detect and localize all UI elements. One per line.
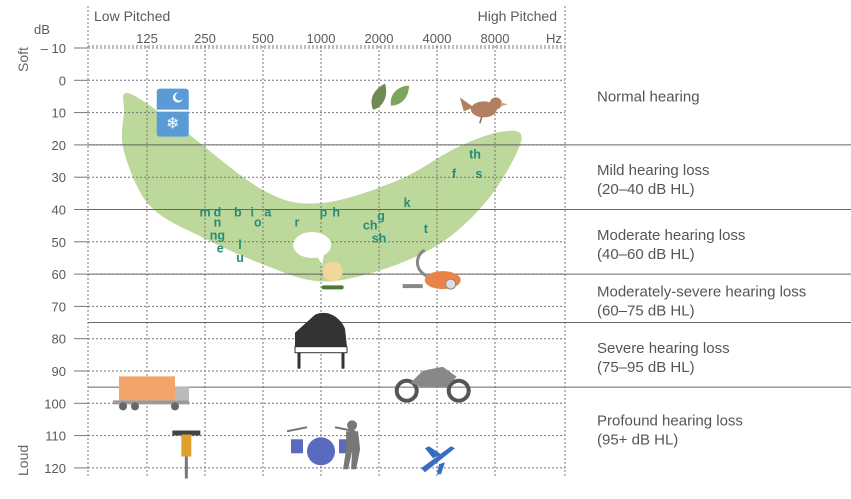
speech-sound: d xyxy=(214,206,222,220)
category-range: (95+ dB HL) xyxy=(597,432,678,449)
speech-sound: e xyxy=(217,241,224,255)
bird-icon xyxy=(459,97,508,124)
y-tick-labels: – 10 0 10 20 30 40 50 60 70 80 90 100 110 120 xyxy=(41,41,66,476)
speech-sound: n xyxy=(214,215,222,229)
speech-sound: th xyxy=(469,148,481,162)
speech-sound: s xyxy=(475,167,482,181)
speech-sound: f xyxy=(452,167,457,181)
side-label-loud: Loud xyxy=(15,445,31,476)
speech-sound: sh xyxy=(372,232,387,246)
y-tick-80: 80 xyxy=(52,332,66,347)
category-label: Normal hearing xyxy=(597,88,700,105)
leaves-icon xyxy=(371,83,409,110)
category-label: Profound hearing loss xyxy=(597,413,743,430)
speech-sound: k xyxy=(404,196,411,210)
singer-icon xyxy=(343,420,361,470)
speech-sound: m xyxy=(199,206,210,220)
speech-sound: l xyxy=(238,238,241,252)
y-tick-90: 90 xyxy=(52,364,66,379)
speech-sound: g xyxy=(377,209,385,223)
x-unit-label: Hz xyxy=(546,31,562,46)
speech-sound: a xyxy=(264,206,272,220)
motorcycle-icon xyxy=(394,366,471,403)
speech-sound: ch xyxy=(363,219,378,233)
y-tick-10: 10 xyxy=(52,106,66,121)
category-label: Severe hearing loss xyxy=(597,340,730,357)
speech-sound: h xyxy=(332,206,340,220)
svg-text:❄: ❄ xyxy=(166,116,179,133)
header-low-pitched: Low Pitched xyxy=(94,8,170,24)
y-tick-100: 100 xyxy=(44,396,66,411)
category-range: (40–60 dB HL) xyxy=(597,246,695,263)
airplane-icon xyxy=(421,446,455,475)
category-range: (20–40 dB HL) xyxy=(597,181,695,198)
category-range: (75–95 dB HL) xyxy=(597,359,695,376)
x-tick-8000: 8000 xyxy=(481,31,510,46)
x-tick-4000: 4000 xyxy=(423,31,452,46)
speech-sound: o xyxy=(254,215,262,229)
header-high-pitched: High Pitched xyxy=(478,8,557,24)
jackhammer-icon xyxy=(172,430,201,479)
y-tick-40: 40 xyxy=(52,203,66,218)
speech-sound: b xyxy=(234,206,242,220)
speech-sound: i xyxy=(251,206,254,220)
lamp-icon xyxy=(321,261,344,290)
side-label-soft: Soft xyxy=(15,47,31,72)
fridge-icon: ❄ xyxy=(156,88,189,137)
piano-icon xyxy=(294,312,348,369)
y-tick-0: 0 xyxy=(59,73,66,88)
y-tick-20: 20 xyxy=(52,138,66,153)
hearing-categories: Normal hearing Mild hearing loss (20–40 dB… xyxy=(597,88,806,448)
speech-sound: u xyxy=(236,251,244,265)
x-tick-125: 125 xyxy=(136,31,158,46)
speech-sound: ng xyxy=(210,228,225,242)
sound-icons: ❄ xyxy=(113,83,508,479)
speech-sound: t xyxy=(424,222,429,236)
speech-sound: r xyxy=(294,215,299,229)
x-tick-1000: 1000 xyxy=(307,31,336,46)
category-range: (60–75 dB HL) xyxy=(597,302,695,319)
y-tick-70: 70 xyxy=(52,299,66,314)
vacuum-icon xyxy=(402,248,461,290)
speech-banana xyxy=(121,92,522,282)
category-label: Moderate hearing loss xyxy=(597,227,745,244)
y-unit-label: dB xyxy=(34,22,50,37)
y-tick-50: 50 xyxy=(52,235,66,250)
truck-icon xyxy=(113,376,189,411)
y-tick-110: 110 xyxy=(45,429,66,444)
x-tick-2000: 2000 xyxy=(365,31,394,46)
speech-sound: p xyxy=(320,206,328,220)
speech-bubble-icon xyxy=(293,232,332,266)
y-tick-120: 120 xyxy=(44,461,66,476)
y-tick-60: 60 xyxy=(52,267,66,282)
x-tick-labels: 125 250 500 1000 2000 4000 8000 xyxy=(136,31,509,46)
category-label: Mild hearing loss xyxy=(597,162,710,179)
y-tick--10: – 10 xyxy=(41,41,66,56)
x-tick-250: 250 xyxy=(194,31,216,46)
category-label: Moderately-severe hearing loss xyxy=(597,283,806,300)
y-tick-30: 30 xyxy=(52,170,66,185)
category-band-lines xyxy=(88,144,851,388)
x-tick-500: 500 xyxy=(252,31,274,46)
